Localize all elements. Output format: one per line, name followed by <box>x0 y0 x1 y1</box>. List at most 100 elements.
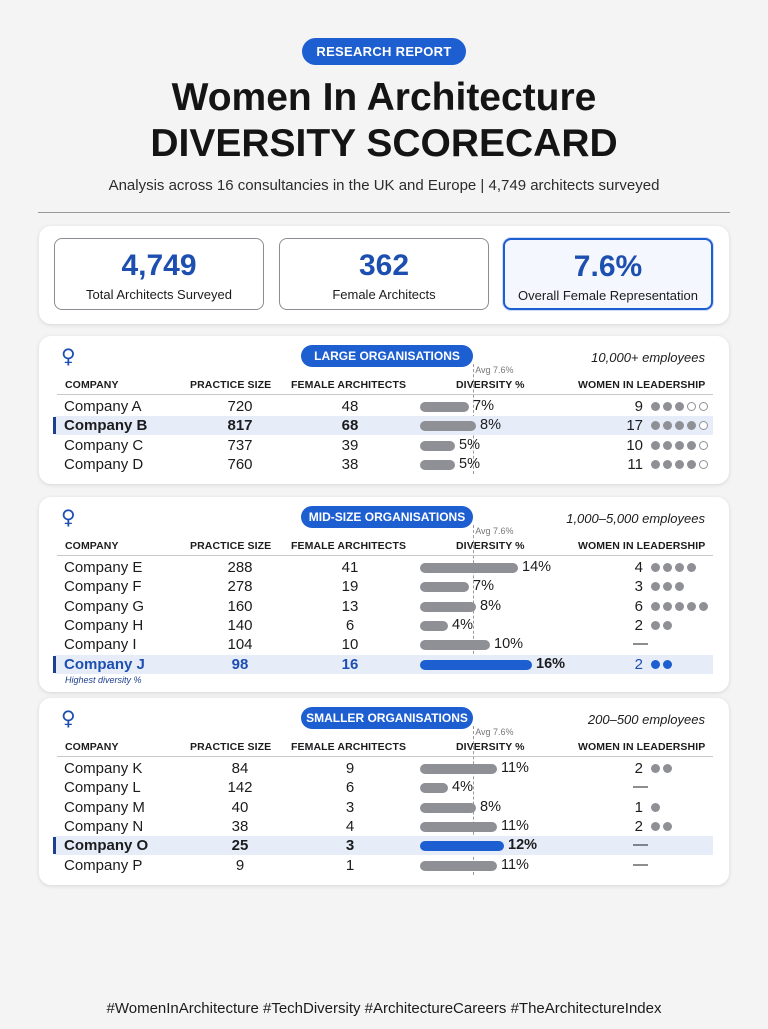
company-name: Company D <box>64 455 144 473</box>
diversity-percent: 11% <box>501 817 529 834</box>
practice-size-value: 760 <box>227 455 253 473</box>
leader-dot-icon <box>651 821 660 831</box>
table-row: Company P 9 1 11% — <box>55 856 713 875</box>
header-practice-size: PRACTICE SIZE <box>190 540 272 552</box>
leader-dot-icon <box>663 620 672 630</box>
practice-size-value: 98 <box>231 655 249 673</box>
leader-dot-icon <box>675 421 684 431</box>
table-row: Company G 160 13 8% 6 <box>55 597 713 616</box>
leadership-none: — <box>633 778 648 796</box>
leadership-dots <box>651 563 699 573</box>
female-architects-value: 10 <box>341 636 359 654</box>
header-leadership: WOMEN IN LEADERSHIP <box>578 741 706 753</box>
female-architects-value: 48 <box>341 398 359 415</box>
diversity-percent: 4% <box>452 779 473 796</box>
header-leadership: WOMEN IN LEADERSHIP <box>578 540 706 552</box>
header-rule <box>57 756 713 757</box>
leadership-dots <box>651 459 711 470</box>
company-name: Company J <box>64 655 145 673</box>
leadership-dots <box>651 601 711 612</box>
company-name: Company E <box>64 559 143 576</box>
practice-size-value: 140 <box>227 616 253 634</box>
female-symbol-icon: ♀ <box>61 706 76 730</box>
diversity-bar <box>420 601 476 612</box>
leadership-count: 2 <box>634 655 643 673</box>
female-symbol-icon: ♀ <box>61 344 76 368</box>
header-diversity: DIVERSITY % <box>456 741 525 753</box>
leader-dot-icon <box>675 459 684 469</box>
diversity-bar <box>420 440 455 451</box>
leadership-dots <box>651 802 663 813</box>
practice-size-value: 288 <box>227 559 253 576</box>
leader-dot-icon <box>651 402 660 411</box>
diversity-bar <box>420 659 532 670</box>
leader-dot-empty-icon <box>699 421 708 431</box>
company-name: Company O <box>64 837 149 855</box>
leader-dot-icon <box>675 582 684 592</box>
leader-dot-icon <box>651 601 660 611</box>
diversity-bar <box>420 459 455 470</box>
practice-size-value: 84 <box>231 760 249 777</box>
leader-dot-icon <box>687 459 696 469</box>
leadership-count: 2 <box>634 817 643 835</box>
table-row: Company E 288 41 14% 4 <box>55 558 713 577</box>
stat-label: Overall Female Representation <box>518 288 698 303</box>
section-badge: SMALLER ORGANISATIONS <box>301 707 473 729</box>
leader-dot-icon <box>675 601 684 611</box>
section-badge: MID-SIZE ORGANISATIONS <box>301 506 473 528</box>
stat-label: Female Architects <box>332 287 436 302</box>
leadership-none: — <box>633 635 648 653</box>
practice-size-value: 737 <box>227 436 253 454</box>
leadership-count: 11 <box>627 455 643 473</box>
diversity-percent: 8% <box>480 417 501 434</box>
table-row: Company F 278 19 7% 3 <box>55 577 713 596</box>
leader-dot-icon <box>651 802 660 812</box>
stat-label: Total Architects Surveyed <box>86 287 232 302</box>
diversity-percent: 16% <box>536 655 566 672</box>
leadership-dots <box>651 440 711 451</box>
header-practice-size: PRACTICE SIZE <box>190 741 272 753</box>
header-female-architects: FEMALE ARCHITECTS <box>291 379 407 391</box>
female-architects-value: 13 <box>341 597 359 615</box>
company-name: Company H <box>64 616 144 634</box>
leadership-count: 6 <box>634 597 643 615</box>
leader-dot-empty-icon <box>699 459 708 469</box>
table-row: Company N 38 4 11% 2 <box>55 817 713 836</box>
leadership-dots <box>651 764 675 774</box>
avg-line-label: Avg 7.6% <box>475 526 514 536</box>
diversity-bar <box>420 640 490 651</box>
diversity-bar <box>420 620 448 631</box>
female-architects-value: 1 <box>345 856 355 874</box>
page-title: Women In Architecture <box>171 76 597 119</box>
table-row: Company B 817 68 8% 17 <box>53 416 713 436</box>
company-name: Company I <box>64 636 137 654</box>
section-card-mid-size: ♀ MID-SIZE ORGANISATIONS 1,000–5,000 emplo… <box>39 497 729 692</box>
table-row: Company J 98 16 16% 2 <box>53 654 713 674</box>
header-company: COMPANY <box>65 741 119 753</box>
diversity-percent: 11% <box>501 760 529 776</box>
stat-total-architects: 4,749 Total Architects Surveyed <box>54 238 264 310</box>
diversity-bar <box>420 582 469 593</box>
practice-size-value: 104 <box>227 636 253 654</box>
leader-dot-icon <box>663 764 672 773</box>
leadership-dots <box>651 659 675 670</box>
avg-reference-line <box>473 525 475 674</box>
diversity-percent: 10% <box>494 636 524 653</box>
table-row: Company K 84 9 11% 2 <box>55 759 713 778</box>
header-company: COMPANY <box>65 379 119 391</box>
stat-value: 362 <box>358 249 410 282</box>
leadership-dots <box>651 620 675 631</box>
company-name: Company M <box>64 798 145 816</box>
practice-size-value: 720 <box>227 398 253 415</box>
stat-female-architects: 362 Female Architects <box>279 238 489 310</box>
practice-size-value: 40 <box>231 798 249 816</box>
leader-dot-icon <box>675 402 684 411</box>
practice-size-value: 160 <box>227 597 253 615</box>
leader-dot-icon <box>663 821 672 831</box>
practice-size-value: 9 <box>235 856 245 874</box>
female-architects-value: 4 <box>345 817 355 835</box>
leader-dot-icon <box>651 459 660 469</box>
diversity-percent: 11% <box>501 856 529 873</box>
leader-dot-icon <box>651 620 660 630</box>
female-architects-value: 19 <box>341 578 359 596</box>
